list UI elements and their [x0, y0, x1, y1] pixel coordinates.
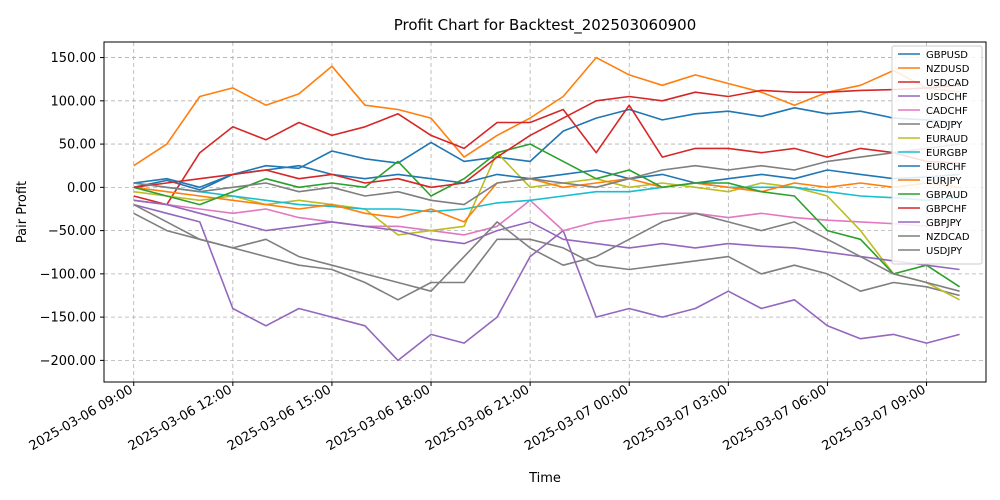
- series-line-cadjpy: [133, 203, 960, 301]
- series-line-gbpusd: [133, 107, 960, 191]
- y-tick-label: −150.00: [40, 311, 96, 326]
- legend-entry: EURJPY: [926, 176, 962, 187]
- y-axis-label: Pair Profit: [15, 181, 30, 243]
- series-line-usdjpy: [133, 212, 960, 293]
- y-tick-label: 100.00: [51, 94, 97, 109]
- series-line-euraud: [133, 151, 960, 301]
- series-line-eurchf: [133, 164, 960, 189]
- legend-entry: EURAUD: [926, 134, 968, 145]
- series-line-eurgbp: [133, 182, 960, 213]
- legend-entry: EURGBP: [926, 148, 967, 159]
- legend-entry: CADJPY: [926, 120, 963, 131]
- x-axis-label: Time: [528, 471, 561, 486]
- series-line-gbpjpy: [133, 199, 960, 271]
- y-tick-label: 150.00: [51, 51, 97, 66]
- legend-box: [891, 45, 983, 265]
- legend-entry: NZDUSD: [926, 64, 970, 75]
- series-line-cadchf: [133, 199, 960, 236]
- legend-entry: CADCHF: [926, 106, 968, 117]
- legend-entry: NZDCAD: [926, 232, 970, 243]
- series-line-gbpaud: [133, 143, 961, 288]
- legend-entry: GBPJPY: [926, 218, 962, 229]
- legend-entry: USDCAD: [926, 78, 969, 89]
- legend-entry: GBPUSD: [926, 50, 968, 61]
- y-tick-label: −100.00: [40, 267, 96, 282]
- plot-frame: [103, 41, 987, 383]
- y-tick-label: −200.00: [40, 354, 96, 369]
- legend-entry: USDJPY: [926, 246, 963, 257]
- series-line-gbpchf: [133, 84, 960, 189]
- series-line-eurjpy: [133, 177, 960, 223]
- legend-entry: GBPAUD: [926, 190, 968, 201]
- grid: [104, 42, 986, 382]
- y-tick-label: 50.00: [59, 138, 96, 153]
- series-lines: [133, 56, 961, 362]
- series-line-nzdcad: [133, 143, 960, 206]
- series-line-nzdusd: [133, 56, 960, 167]
- legend: GBPUSD NZDUSD USDCAD USDCHF CADCHF CADJPY EURA…: [891, 45, 983, 265]
- chart-title: Profit Chart for Backtest_202503060900: [394, 16, 697, 35]
- legend-entry: USDCHF: [926, 92, 968, 103]
- series-line-usdcad: [133, 104, 960, 206]
- y-axis: −200.00 −150.00 −100.00 −50.00 0.00 50.00 100.…: [40, 51, 104, 369]
- y-tick-label: 0.00: [67, 181, 96, 196]
- legend-entry: EURCHF: [926, 162, 967, 173]
- legend-entry: GBPCHF: [926, 204, 967, 215]
- y-tick-label: −50.00: [48, 224, 96, 239]
